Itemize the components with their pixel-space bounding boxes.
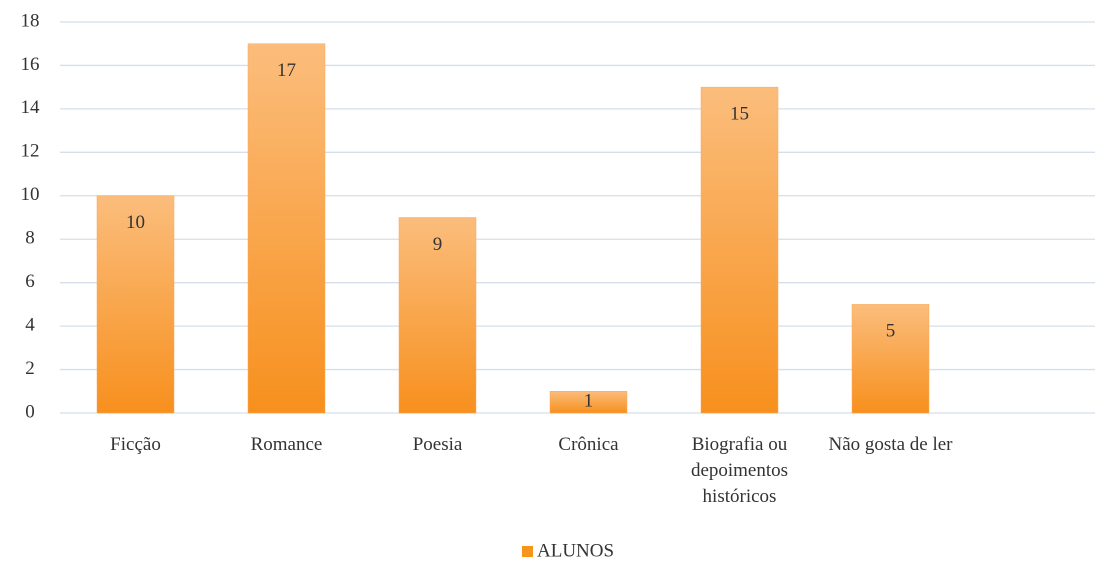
x-tick-label: Romance bbox=[251, 434, 323, 455]
y-tick-label: 6 bbox=[25, 271, 35, 292]
bar bbox=[700, 86, 779, 414]
data-label: 17 bbox=[277, 60, 296, 81]
bar bbox=[96, 195, 175, 414]
data-label: 9 bbox=[433, 234, 443, 255]
data-label: 10 bbox=[126, 212, 145, 233]
legend-item: ALUNOS bbox=[522, 540, 614, 561]
x-tick-label: Biografia ou depoimentos históricos bbox=[691, 434, 788, 507]
data-label: 5 bbox=[886, 321, 896, 342]
y-tick-label: 12 bbox=[21, 141, 40, 162]
y-tick-label: 18 bbox=[21, 10, 40, 31]
x-tick-label: Não gosta de ler bbox=[829, 434, 954, 455]
data-label: 1 bbox=[584, 390, 594, 411]
x-tick-label: Poesia bbox=[413, 434, 463, 455]
data-label: 15 bbox=[730, 104, 749, 125]
y-tick-label: 16 bbox=[21, 54, 40, 75]
y-tick-label: 4 bbox=[25, 314, 35, 335]
y-tick-label: 0 bbox=[25, 401, 35, 422]
x-tick-label: Ficção bbox=[110, 434, 161, 455]
legend-swatch bbox=[522, 546, 533, 557]
y-tick-label: 8 bbox=[25, 228, 35, 249]
bar bbox=[851, 304, 930, 414]
x-tick-label: Crônica bbox=[558, 434, 619, 455]
bar bbox=[398, 217, 477, 414]
bar bbox=[247, 43, 326, 414]
bar bbox=[549, 391, 628, 414]
y-tick-label: 2 bbox=[25, 358, 35, 379]
y-tick-label: 10 bbox=[21, 184, 40, 205]
y-tick-label: 14 bbox=[21, 97, 41, 118]
legend-label: ALUNOS bbox=[537, 540, 614, 561]
